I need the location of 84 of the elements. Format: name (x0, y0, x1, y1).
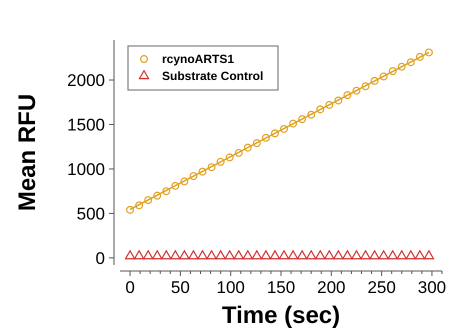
point (315, 250, 326, 260)
x-tick-label: 200 (317, 278, 346, 297)
point (126, 206, 134, 214)
point (306, 250, 316, 260)
point (252, 139, 261, 148)
point (215, 250, 226, 260)
point (162, 187, 170, 196)
point (198, 168, 206, 176)
y-tick-label: 1500 (67, 115, 105, 134)
point (362, 82, 370, 90)
point (307, 110, 316, 119)
y-tick-label: 1000 (67, 160, 105, 179)
point (270, 250, 280, 260)
point (398, 62, 406, 71)
point (278, 250, 290, 260)
point (396, 250, 407, 260)
point (242, 250, 253, 260)
point (316, 105, 324, 114)
point (289, 120, 298, 128)
point (260, 250, 272, 260)
x-tick-label: 100 (216, 278, 245, 297)
point (188, 250, 199, 260)
point (424, 48, 433, 56)
point (388, 250, 398, 260)
point (352, 86, 360, 95)
point (134, 250, 144, 260)
point (153, 192, 162, 200)
y-tick-label: 2000 (67, 70, 105, 90)
point (343, 91, 352, 100)
point (234, 148, 243, 157)
point (234, 250, 244, 260)
y-tick-label: 0 (96, 248, 105, 268)
y-tick-label: 500 (76, 204, 105, 224)
point (406, 250, 416, 260)
point (378, 250, 389, 260)
point (270, 129, 279, 138)
point (244, 144, 252, 152)
point (124, 250, 136, 260)
point (144, 196, 152, 204)
point (143, 250, 154, 260)
point (414, 250, 426, 260)
point (369, 250, 380, 260)
point (360, 250, 371, 260)
point (224, 250, 235, 260)
point (135, 201, 144, 210)
point (342, 250, 353, 260)
point (380, 72, 388, 80)
point (226, 153, 234, 162)
legend-label: Substrate Control (162, 69, 264, 84)
point (388, 67, 397, 76)
x-tick-label: 150 (266, 278, 296, 297)
point (406, 58, 415, 66)
point (216, 158, 225, 166)
point (298, 115, 306, 124)
point (262, 134, 270, 142)
point (252, 250, 262, 260)
point (152, 250, 162, 260)
x-axis-title: Time (sec) (222, 302, 340, 329)
x-tick-label: 300 (418, 278, 446, 297)
point (370, 76, 379, 85)
point (171, 182, 180, 190)
point (189, 172, 198, 180)
point (333, 250, 344, 260)
point (180, 177, 188, 186)
point (424, 250, 434, 260)
x-tick-label: 250 (367, 278, 396, 297)
point (280, 124, 288, 133)
point (288, 250, 298, 260)
legend-label: rcynoARTS1 (162, 52, 234, 66)
point (179, 250, 190, 260)
x-tick-label: 0 (125, 278, 135, 297)
point (296, 250, 308, 260)
point (324, 250, 334, 260)
point (416, 52, 424, 61)
point (197, 250, 208, 260)
point (161, 250, 172, 260)
x-tick-label: 50 (170, 278, 190, 297)
point (206, 250, 217, 260)
y-axis-title: Mean RFU (14, 94, 41, 212)
point (351, 250, 362, 260)
point (334, 96, 342, 104)
point (325, 100, 334, 109)
point (170, 250, 181, 260)
point (208, 163, 216, 172)
